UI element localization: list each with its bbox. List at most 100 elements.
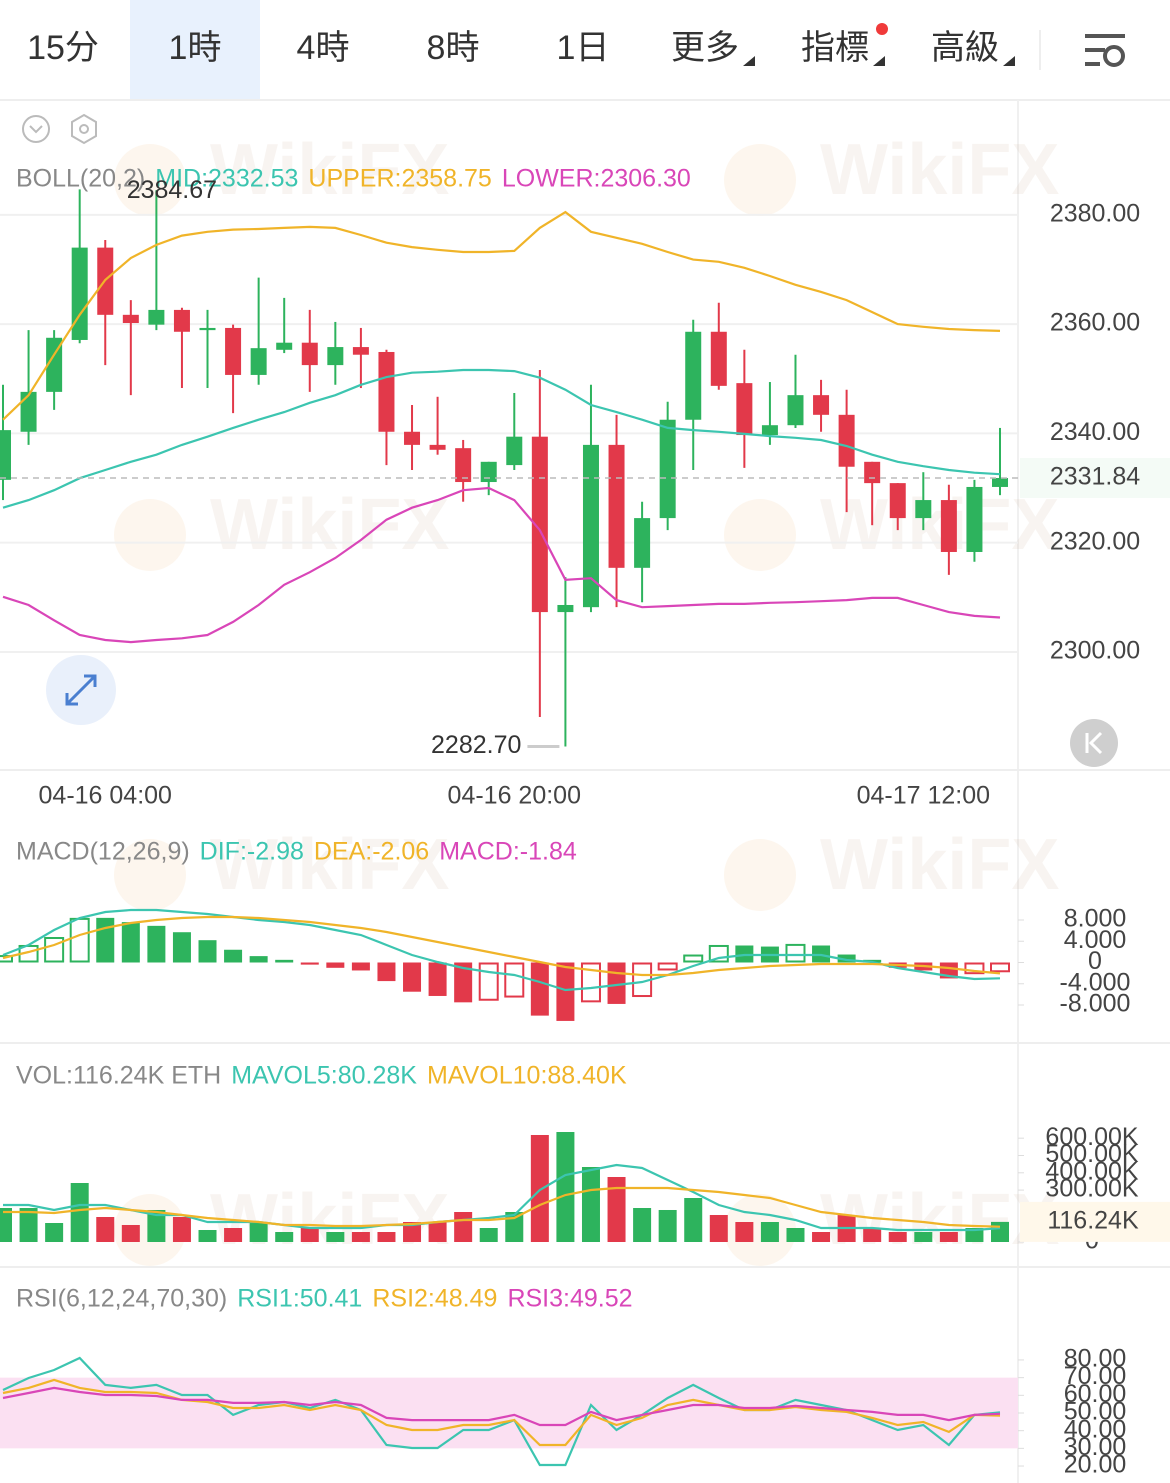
y-tick-label: 40.00 (1064, 1415, 1127, 1443)
bar (377, 1232, 396, 1242)
candle-body (225, 327, 242, 375)
candle-body (634, 518, 651, 568)
tab[interactable]: 15分 (27, 29, 99, 67)
indicator-label: UPPER:2358.75 (308, 165, 491, 193)
candle-body (966, 486, 983, 552)
candle-body (659, 419, 676, 519)
bar (326, 962, 345, 968)
indicator-label: RSI(6,12,24,70,30) (16, 1285, 227, 1313)
candle-body (429, 444, 446, 450)
bar (249, 1222, 268, 1242)
watermark: WikiFX (210, 485, 449, 565)
bar (556, 962, 575, 1021)
dropdown-arrow (873, 56, 885, 66)
indicator-label: LOWER:2306.30 (502, 165, 691, 193)
tab[interactable]: 指標 (801, 29, 869, 67)
hexagon-icon[interactable] (71, 113, 97, 145)
y-tick-label: 2320.00 (1050, 527, 1140, 555)
y-tick-label: 8.000 (1064, 905, 1127, 933)
tab[interactable]: 1日 (557, 29, 610, 67)
notification-dot (876, 23, 888, 35)
bar (709, 1214, 728, 1242)
dropdown-arrow (1003, 56, 1015, 66)
bar (70, 1183, 89, 1242)
candle-body (787, 395, 804, 426)
indicator-line (2, 1356, 1001, 1467)
indicator-label: BOLL(20,2) (16, 165, 145, 193)
indicator-line (2, 486, 1001, 644)
y-tick-label: -8.000 (1060, 990, 1131, 1018)
bar (479, 1228, 498, 1242)
y-tick-label: 30.00 (1064, 1433, 1127, 1461)
candle-body (838, 414, 855, 467)
bar (478, 962, 499, 1001)
y-tick-label: 60.00 (1064, 1380, 1127, 1408)
y-tick-label: 2340.00 (1050, 418, 1140, 446)
bar (965, 1228, 984, 1242)
candle-body (864, 461, 881, 484)
watermark-logo (724, 839, 796, 911)
y-tick-label: 300.00K (1045, 1175, 1138, 1203)
dropdown-arrow (743, 56, 755, 66)
bar (121, 1224, 140, 1242)
candle-body (557, 604, 574, 613)
bar (377, 962, 396, 982)
bar (172, 932, 191, 963)
tab[interactable]: 4時 (297, 29, 350, 67)
bar (147, 1209, 166, 1242)
watermark: WikiFX (210, 1180, 449, 1260)
candle-body (148, 309, 165, 325)
y-tick-label: 20.00 (1064, 1451, 1127, 1479)
bar (683, 954, 704, 963)
bar (454, 1212, 473, 1242)
x-tick-label: 04-16 04:00 (39, 782, 172, 810)
candle-body (404, 431, 421, 445)
y-tick-label: 2300.00 (1050, 637, 1140, 665)
bar (224, 1228, 243, 1242)
indicator-line (2, 915, 1001, 977)
bar (504, 962, 525, 998)
indicator-label: DEA:-2.06 (314, 838, 429, 866)
bar (403, 962, 422, 992)
indicator-label: RSI3:49.52 (507, 1285, 632, 1313)
tab[interactable]: 1時 (169, 29, 222, 67)
watermark: WikiFX (210, 825, 449, 905)
tab[interactable]: 更多 (671, 29, 739, 67)
candle-body (761, 425, 778, 436)
candle-body (736, 383, 753, 436)
bar (403, 1222, 422, 1242)
watermark: WikiFX (820, 1180, 1059, 1260)
bar (0, 955, 13, 963)
rsi-band (0, 1377, 1018, 1449)
bar (300, 962, 319, 965)
scroll-to-latest-button[interactable] (1070, 719, 1118, 767)
y-tick-label: 70.00 (1064, 1362, 1127, 1390)
bar (351, 1232, 370, 1242)
watermark-logo (724, 144, 796, 216)
candle-body (582, 444, 599, 608)
collapse-icon[interactable] (22, 115, 50, 143)
tab[interactable]: 8時 (427, 29, 480, 67)
tab[interactable]: 高級 (931, 29, 999, 67)
y-tick-label: 2380.00 (1050, 199, 1140, 227)
bar (198, 940, 217, 963)
bar (888, 1232, 907, 1242)
bar (580, 962, 601, 1003)
indicator-line (3, 1163, 1001, 1232)
bar (581, 1167, 600, 1242)
watermark: WikiFX (820, 130, 1059, 210)
settings-icon[interactable] (1085, 34, 1125, 67)
candle-body (250, 348, 267, 375)
max-price-label: 2384.67 (127, 176, 217, 204)
bar (147, 925, 166, 963)
indicator-label: MAVOL5:80.28K (231, 1062, 417, 1090)
bar (684, 1198, 703, 1242)
candle-body (20, 391, 37, 432)
fullscreen-button[interactable] (46, 655, 116, 725)
hexagon-icon-center (79, 124, 89, 134)
bar (275, 1232, 294, 1242)
watermark-logo (114, 144, 186, 216)
bar (607, 1177, 626, 1242)
candle-body (889, 483, 906, 519)
